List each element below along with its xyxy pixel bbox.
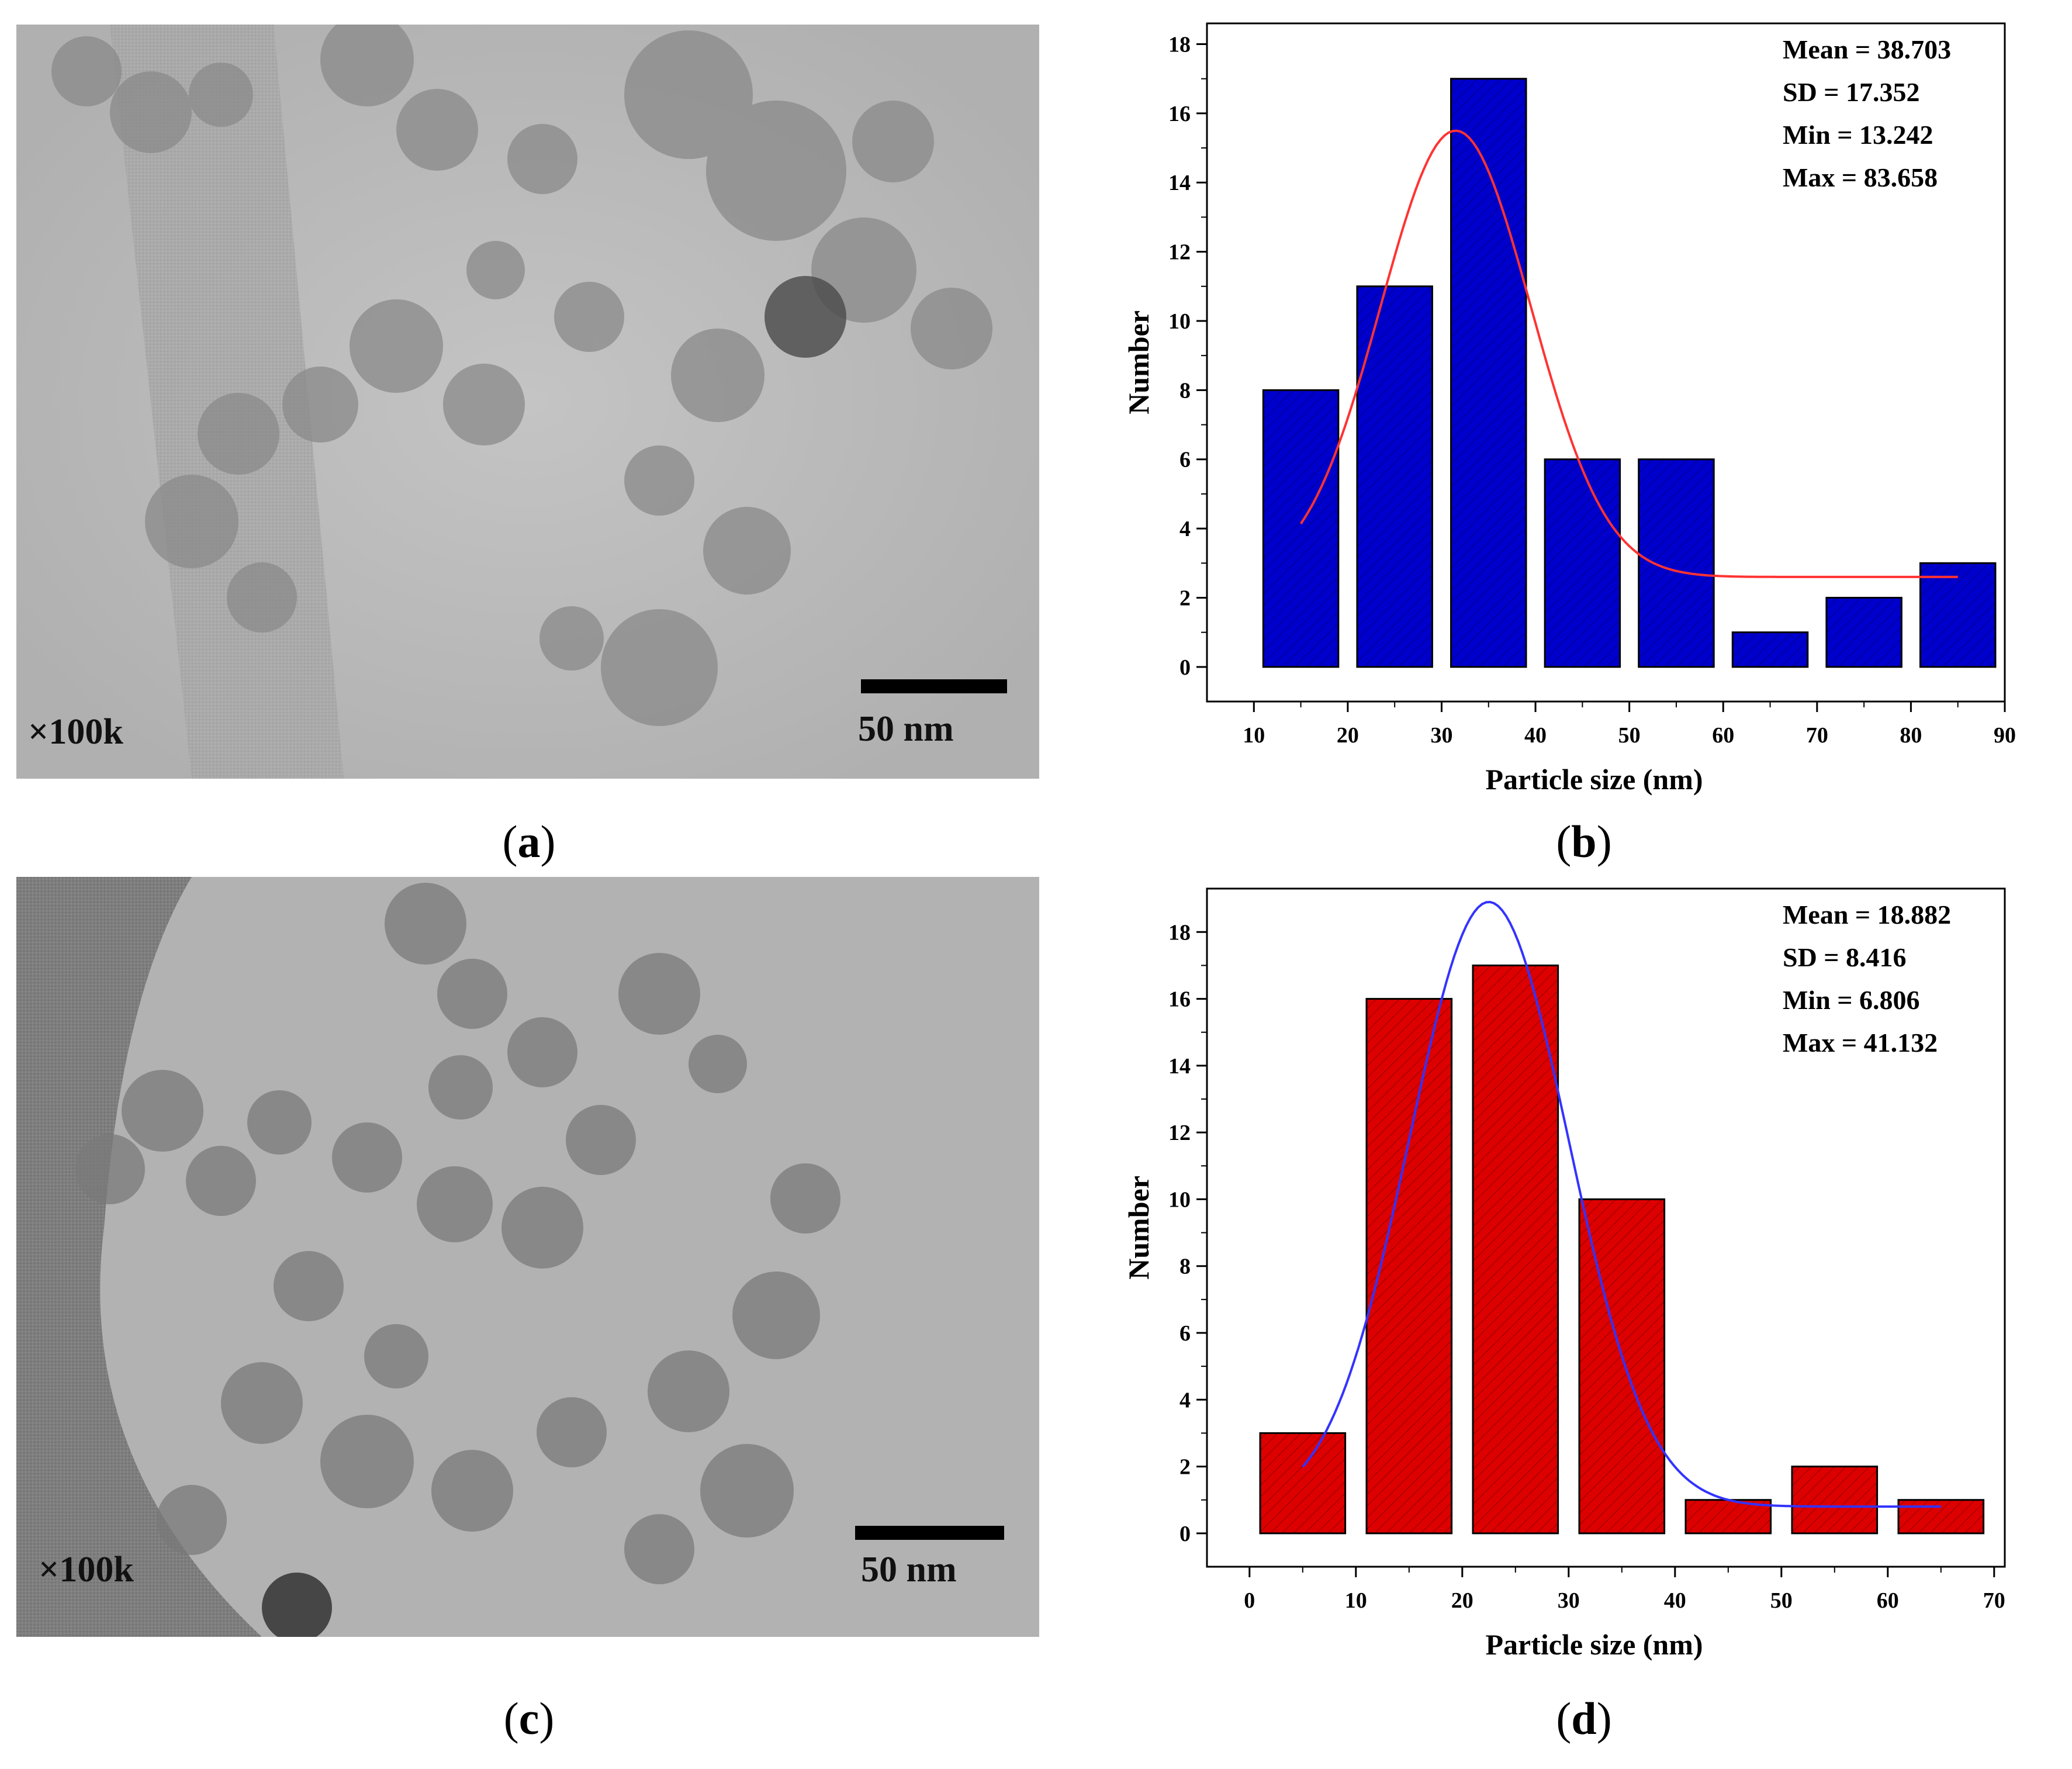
tem-image-a: ×100k 50 nm xyxy=(16,25,1039,779)
stat-label: Max = 41.132 xyxy=(1783,1028,1938,1058)
y-tick-label: 18 xyxy=(1168,920,1191,945)
magnification-label-c: ×100k xyxy=(39,1550,134,1590)
histogram-bar xyxy=(1472,964,1559,1535)
stat-label: Min = 6.806 xyxy=(1783,985,1920,1015)
y-tick-label: 12 xyxy=(1168,1121,1191,1145)
stat-label: Mean = 18.882 xyxy=(1783,900,1951,930)
chart-d-plot: 0 2 4 6 8 10 12 14 16 18 0 10 20 30 40 50 60 70 Particle s… xyxy=(1122,887,2006,1661)
x-tick-label: 20 xyxy=(1337,723,1359,748)
x-tick-label: 70 xyxy=(1806,723,1828,748)
x-tick-label: 30 xyxy=(1558,1588,1580,1613)
x-tick-label: 20 xyxy=(1451,1588,1473,1613)
x-tick-label: 40 xyxy=(1664,1588,1686,1613)
stat-label: Mean = 38.703 xyxy=(1783,34,1951,64)
x-tick-label: 60 xyxy=(1712,723,1734,748)
histogram-bar xyxy=(1825,596,1902,668)
y-tick-label: 8 xyxy=(1179,378,1191,403)
x-tick-label: 10 xyxy=(1345,1588,1367,1613)
histogram-bar xyxy=(1365,998,1453,1535)
gaussian-fit-line xyxy=(1302,900,1941,1508)
x-axis-title: Particle size (nm) xyxy=(1485,763,1703,796)
stat-label: SD = 8.416 xyxy=(1783,942,1907,972)
stat-label: Max = 83.658 xyxy=(1783,163,1938,192)
y-tick-label: 10 xyxy=(1168,309,1191,334)
y-tick-label: 2 xyxy=(1179,1455,1191,1480)
y-tick-label: 12 xyxy=(1168,240,1191,265)
histogram-bar xyxy=(1450,78,1527,668)
x-tick-label: 80 xyxy=(1900,723,1922,748)
scalebar-label-a: 50 nm xyxy=(858,709,954,749)
stat-label: SD = 17.352 xyxy=(1783,77,1920,107)
y-tick-label: 14 xyxy=(1168,1054,1191,1079)
y-tick-label: 4 xyxy=(1179,517,1191,541)
magnification-label-a: ×100k xyxy=(28,712,123,752)
histogram-bar xyxy=(1544,458,1621,668)
x-tick-label: 50 xyxy=(1618,723,1641,748)
tem-image-c: ×100k 50 nm xyxy=(16,877,1039,1637)
y-tick-label: 10 xyxy=(1168,1187,1191,1212)
x-tick-label: 90 xyxy=(1994,723,2016,748)
y-tick-label: 18 xyxy=(1168,33,1191,57)
x-tick-label: 40 xyxy=(1524,723,1547,748)
chart-b-plot: 0 2 4 6 8 10 12 14 16 18 10 20 30 40 50 60 70 80 90 Particl… xyxy=(1122,22,2016,796)
chart-d: 0 2 4 6 8 10 12 14 16 18 0 10 20 30 40 50 60 70 Particle s… xyxy=(1122,887,2006,1661)
x-tick-label: 70 xyxy=(1983,1588,2005,1613)
x-tick-label: 10 xyxy=(1243,723,1265,748)
y-axis-title: Number xyxy=(1122,310,1155,414)
histogram-bar xyxy=(1262,389,1340,668)
y-tick-label: 2 xyxy=(1179,586,1191,610)
panel-label-d: (d) xyxy=(1556,1693,1612,1744)
chart-b: 0 2 4 6 8 10 12 14 16 18 10 20 30 40 50 60 70 80 90 Particl… xyxy=(1122,22,2016,796)
y-tick-label: 4 xyxy=(1179,1388,1191,1412)
x-tick-label: 30 xyxy=(1430,723,1452,748)
y-tick-label: 6 xyxy=(1179,1321,1191,1346)
y-tick-label: 14 xyxy=(1168,171,1191,195)
scalebar-label-c: 50 nm xyxy=(861,1550,957,1590)
histogram-bar xyxy=(1897,1499,1985,1535)
histogram-bar xyxy=(1638,458,1715,668)
stat-label: Min = 13.242 xyxy=(1783,120,1933,150)
y-tick-label: 0 xyxy=(1179,655,1191,680)
histogram-bar xyxy=(1356,285,1433,668)
y-tick-label: 8 xyxy=(1179,1255,1191,1279)
plot-frame xyxy=(1206,22,2006,703)
x-tick-label: 50 xyxy=(1770,1588,1793,1613)
gaussian-fit-line xyxy=(1299,129,1958,578)
y-tick-label: 16 xyxy=(1168,102,1191,126)
histogram-bar xyxy=(1791,1466,1879,1535)
panel-label-b: (b) xyxy=(1556,816,1612,867)
x-axis-title: Particle size (nm) xyxy=(1485,1628,1703,1661)
y-axis-title: Number xyxy=(1122,1176,1155,1280)
plot-frame xyxy=(1206,887,2006,1568)
histogram-bar xyxy=(1919,562,1997,668)
y-tick-label: 16 xyxy=(1168,987,1191,1012)
x-tick-label: 60 xyxy=(1877,1588,1899,1613)
panel-label-c: (c) xyxy=(503,1693,555,1744)
histogram-bar xyxy=(1259,1432,1347,1535)
histogram-bar xyxy=(1731,631,1809,668)
y-tick-label: 6 xyxy=(1179,448,1191,472)
x-tick-label: 0 xyxy=(1244,1588,1255,1613)
panel-label-a: (a) xyxy=(502,816,556,867)
y-tick-label: 0 xyxy=(1179,1522,1191,1546)
